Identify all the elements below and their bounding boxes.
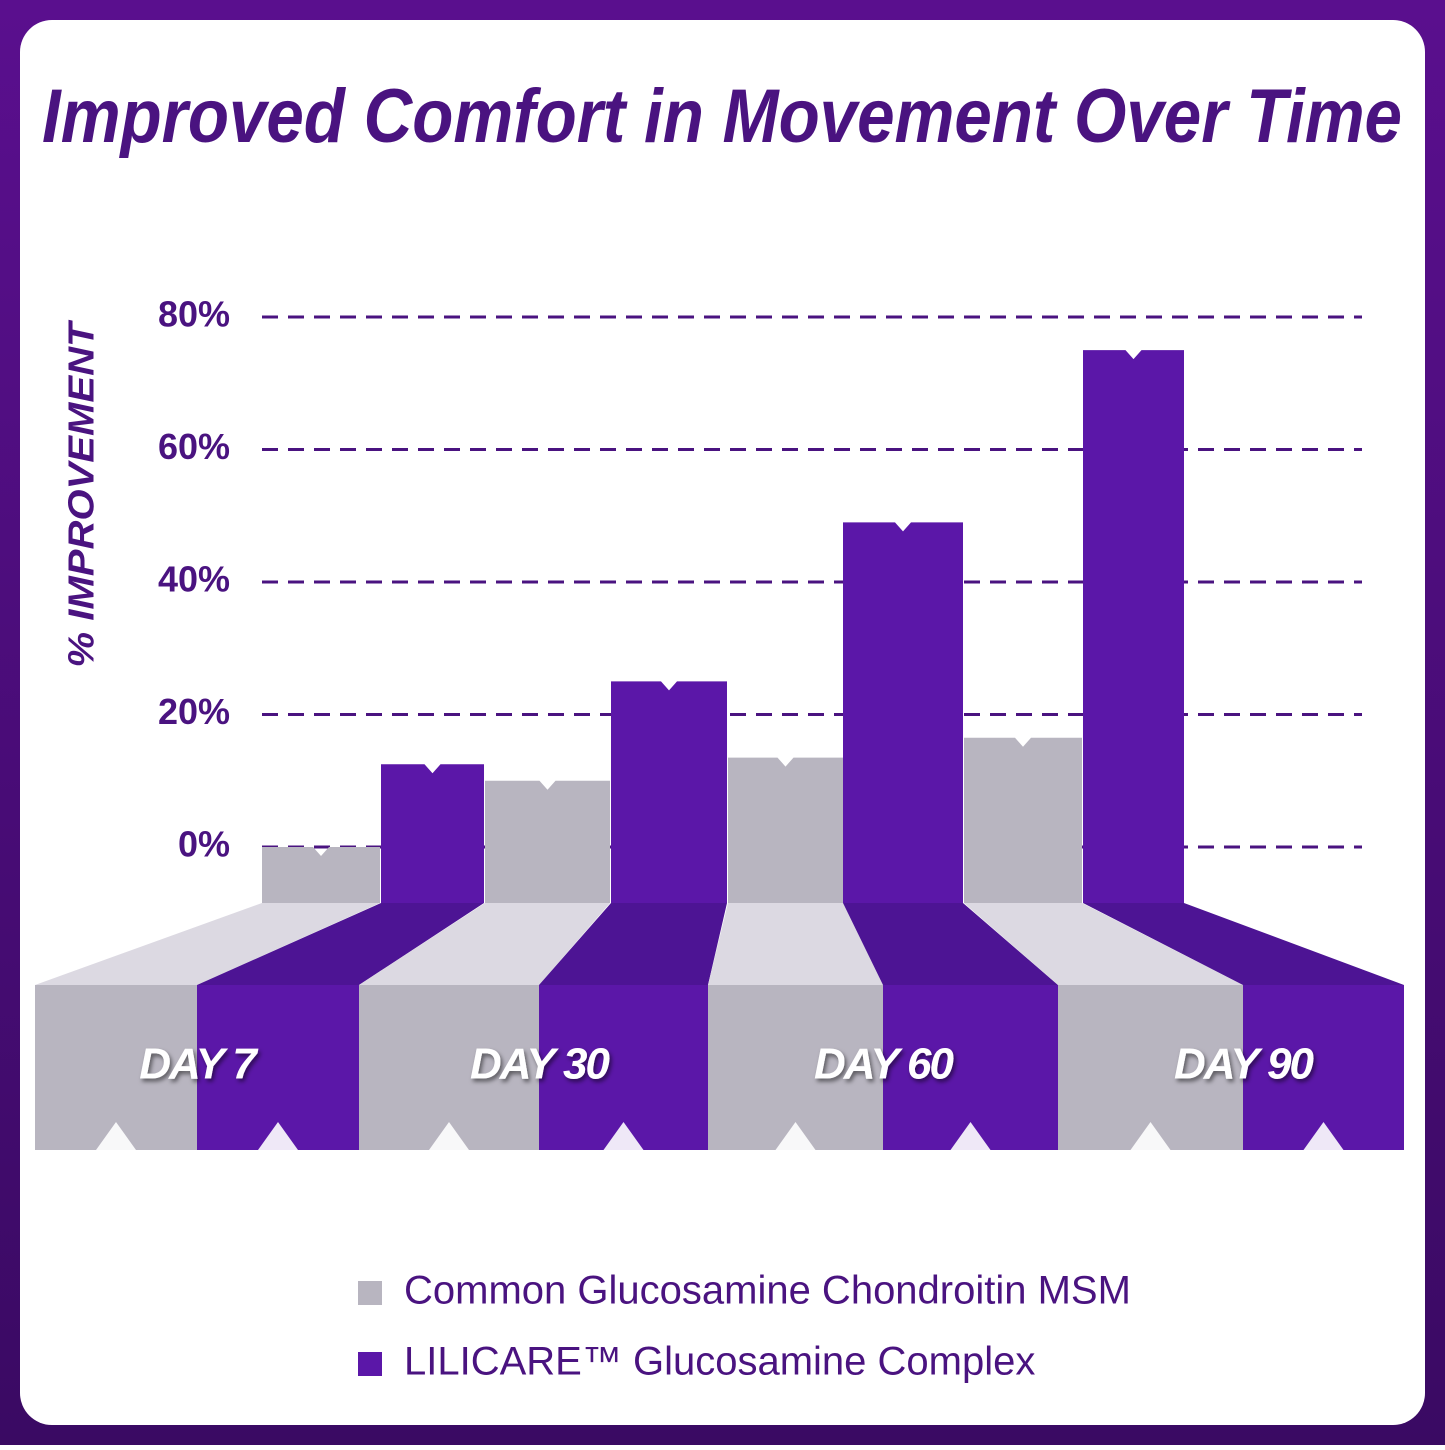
bar xyxy=(728,757,843,903)
floor-notch xyxy=(950,1122,991,1150)
floor-top xyxy=(708,903,883,985)
floor-notch xyxy=(603,1122,644,1150)
x-tick-label: DAY 60 xyxy=(814,1040,955,1089)
floor-top xyxy=(197,903,484,985)
y-tick-label: 80% xyxy=(158,294,230,335)
floor-notch xyxy=(1130,1122,1171,1150)
floor-notch xyxy=(775,1122,816,1150)
bar xyxy=(485,780,610,903)
legend-swatch xyxy=(358,1281,382,1305)
y-axis-label: % IMPROVEMENT xyxy=(61,319,102,667)
floor-top xyxy=(843,903,1058,985)
floor-top xyxy=(964,903,1243,985)
floor-top xyxy=(1083,903,1404,985)
floor-notch xyxy=(1303,1122,1344,1150)
floor-notch xyxy=(258,1122,298,1150)
bar xyxy=(381,764,484,903)
floor-notch xyxy=(429,1122,469,1150)
floor-top xyxy=(359,903,610,985)
x-tick-label: DAY 7 xyxy=(139,1040,259,1089)
floor-top xyxy=(35,903,380,985)
bar xyxy=(964,737,1082,903)
legend-label: Common Glucosamine Chondroitin MSM xyxy=(404,1269,1131,1313)
y-tick-label: 60% xyxy=(158,426,230,467)
x-tick-label: DAY 30 xyxy=(470,1040,611,1089)
floor-notch xyxy=(96,1122,136,1150)
floor-top xyxy=(539,903,727,985)
bar xyxy=(843,522,963,903)
bar xyxy=(1083,350,1184,903)
legend-label: LILICARE™ Glucosamine Complex xyxy=(404,1340,1035,1384)
y-tick-label: 20% xyxy=(158,691,230,732)
y-tick-label: 40% xyxy=(158,559,230,600)
y-tick-label: 0% xyxy=(178,824,230,865)
bar xyxy=(611,681,727,903)
legend-swatch xyxy=(358,1352,382,1376)
x-tick-label: DAY 90 xyxy=(1174,1040,1315,1089)
chart-title: Improved Comfort in Movement Over Time xyxy=(42,74,1402,159)
bar xyxy=(262,847,380,903)
